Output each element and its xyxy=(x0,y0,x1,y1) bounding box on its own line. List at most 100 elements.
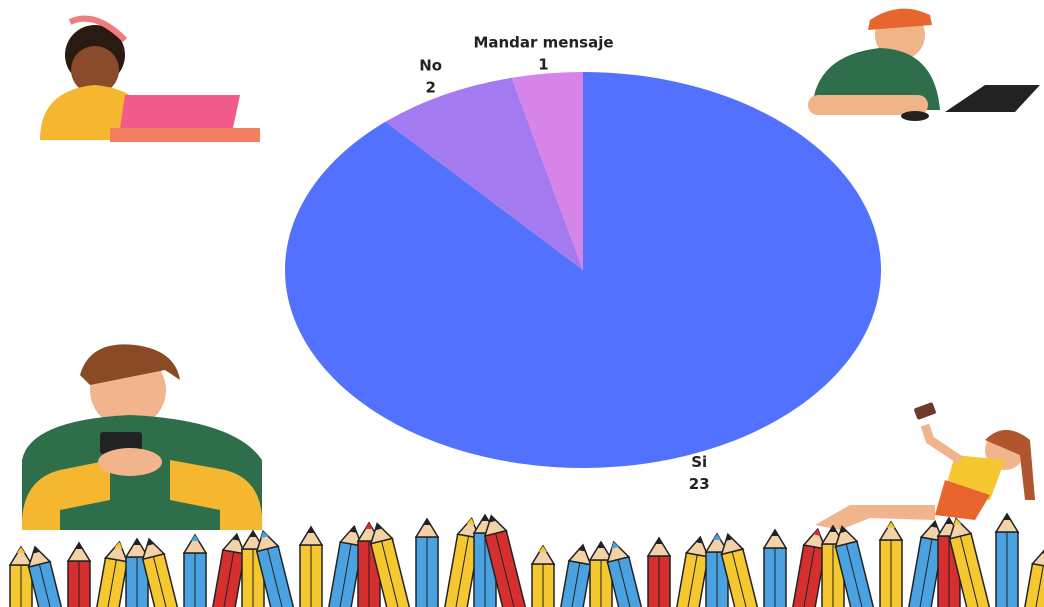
pencil xyxy=(878,520,904,607)
pencil xyxy=(530,544,556,607)
pencil-stripe xyxy=(495,533,515,607)
pencil-lead xyxy=(887,522,895,528)
pencil-stripe xyxy=(571,562,581,607)
pencil xyxy=(720,532,762,607)
pencil-lead xyxy=(17,547,25,553)
pencil-border xyxy=(8,512,1044,607)
illustration-girl-lying xyxy=(815,402,1035,530)
pencil-stripe xyxy=(959,536,979,607)
pencil xyxy=(27,545,66,607)
pencil-stripe xyxy=(223,551,235,607)
pencil xyxy=(834,525,878,607)
slice-label: No xyxy=(419,57,442,75)
pencil-stripe xyxy=(1035,565,1044,607)
pencil xyxy=(1021,546,1044,607)
pencil xyxy=(557,543,592,607)
pencil-body xyxy=(27,560,66,607)
slice-label: Mandar mensaje xyxy=(473,33,613,51)
pencil xyxy=(762,528,788,607)
pencil-lead xyxy=(32,546,41,554)
decoration xyxy=(8,8,1044,607)
pencil-lead xyxy=(1003,514,1011,520)
pencil-stripe xyxy=(617,559,631,607)
pencil-lead xyxy=(191,535,199,541)
pencil-tip xyxy=(1031,546,1044,569)
slice-value: 23 xyxy=(689,475,710,493)
pencil-lead xyxy=(1041,547,1044,555)
pencil-stripe xyxy=(107,559,117,607)
pencil-lead xyxy=(577,544,586,552)
pencil-body xyxy=(325,541,363,607)
pencil-stripe xyxy=(845,543,863,607)
pencil-body xyxy=(209,549,246,607)
pencil xyxy=(124,537,150,607)
pencil-lead xyxy=(771,530,779,536)
pencil-lead xyxy=(466,518,475,525)
pencil xyxy=(93,540,129,607)
pencil xyxy=(66,541,92,607)
pie-slice xyxy=(385,77,583,271)
pencil xyxy=(298,525,324,607)
pencil-lead xyxy=(481,515,489,521)
pencil-lead xyxy=(146,539,155,546)
pencil xyxy=(673,535,710,607)
pencil-lead xyxy=(374,523,383,531)
pencil-lead xyxy=(829,526,837,532)
pencil-lead xyxy=(488,515,497,523)
pencil xyxy=(441,516,481,607)
pencil-lead xyxy=(133,539,141,545)
pencil-stripe xyxy=(339,543,352,607)
illustration-boy-laptop xyxy=(808,8,1040,121)
pencil-lead xyxy=(349,526,358,533)
pencil-stripe xyxy=(687,554,698,607)
pencil xyxy=(209,532,246,607)
pencil-lead xyxy=(75,543,83,549)
pencil xyxy=(325,524,364,607)
pencil-lead xyxy=(812,529,821,536)
pencil xyxy=(414,517,440,607)
pencil-lead xyxy=(655,538,663,544)
pencil-lead xyxy=(307,527,315,533)
pencil-stripe xyxy=(803,546,816,607)
slice-value: 2 xyxy=(425,79,435,97)
pencil-body xyxy=(673,552,709,607)
pencil-lead xyxy=(365,523,373,529)
pencil-lead xyxy=(114,542,123,549)
pencil xyxy=(606,540,646,607)
pencil-stripe xyxy=(455,536,469,607)
pencil-body xyxy=(1021,562,1044,607)
pencil xyxy=(704,532,730,607)
pencil-lead xyxy=(231,534,240,541)
pencil-stripe xyxy=(381,540,399,607)
pencil-lead xyxy=(839,526,848,534)
pencil-stripe xyxy=(731,551,747,607)
pencil xyxy=(789,527,827,607)
pencil xyxy=(483,514,530,607)
illustration-girl-tablet xyxy=(40,15,260,142)
pencil-lead xyxy=(260,531,269,539)
pencil xyxy=(369,522,414,607)
pencil-lead xyxy=(953,518,962,526)
pencil-stripe xyxy=(266,548,283,607)
pencil-stripe xyxy=(38,564,51,607)
pencil-lead xyxy=(539,546,547,552)
pencil-lead xyxy=(695,537,704,544)
pencil xyxy=(905,519,945,607)
pencil-stripe xyxy=(919,538,933,607)
pencil-lead xyxy=(713,534,721,540)
pencil-body xyxy=(606,555,646,607)
slice-label: Si xyxy=(691,453,707,471)
pie-slice xyxy=(511,72,583,270)
pencil-lead xyxy=(597,542,605,548)
pencil xyxy=(994,512,1020,607)
pencil-lead xyxy=(423,519,431,525)
pencil-lead xyxy=(725,534,734,542)
pie xyxy=(284,72,881,468)
pencil-lead xyxy=(945,518,953,524)
illustration-boy-phone xyxy=(21,344,263,530)
pencil-body xyxy=(789,544,827,607)
pencil-body xyxy=(557,559,592,607)
pencil xyxy=(141,537,182,607)
pencil xyxy=(588,540,614,607)
